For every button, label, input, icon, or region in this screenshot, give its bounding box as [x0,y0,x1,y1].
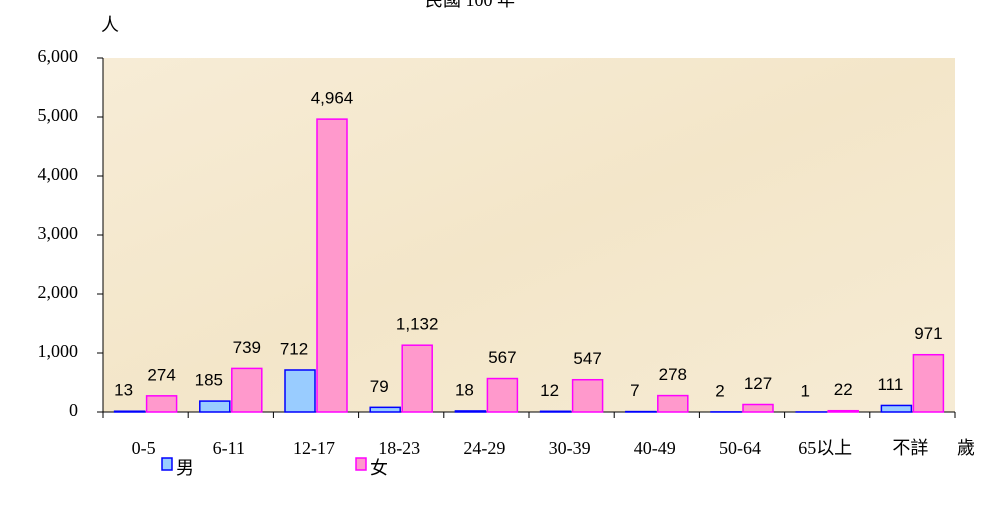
bar [145,395,178,413]
bar [657,394,689,413]
legend-label: 女 [370,458,388,478]
bar [454,410,487,413]
chart-title: 民國 100 年 [425,0,515,10]
bar [113,410,146,413]
bar [880,404,913,413]
data-label: 185 [195,371,223,390]
legend-swatch [161,457,173,471]
data-label: 79 [370,377,389,396]
bar [571,378,604,413]
bar [316,118,348,413]
y-tick-label: 0 [69,400,78,420]
data-label: 739 [233,338,261,357]
x-tick-label: 30-39 [549,438,591,458]
data-label: 4,964 [311,89,354,108]
x-tick-label: 40-49 [634,438,676,458]
bar [912,353,945,413]
data-label: 1 [800,381,809,400]
x-tick-label: 6-11 [213,438,245,458]
bar [401,344,433,413]
bar [742,403,774,413]
data-label: 567 [488,348,516,367]
data-label: 18 [455,380,474,399]
data-label: 712 [280,339,308,358]
legend-label: 男 [176,458,194,478]
x-axis-label: 歲 [957,438,975,458]
data-label: 7 [630,381,639,400]
bar [199,400,231,413]
y-axis-label: 人 [101,15,119,35]
data-label: 127 [744,374,772,393]
data-label: 1,132 [396,315,439,334]
x-tick-label: 65以上 [798,438,852,458]
bar [231,367,263,413]
data-label: 12 [540,381,559,400]
plot-area [103,58,955,412]
legend-swatch [355,457,367,471]
data-label: 111 [877,375,903,394]
y-tick-label: 2,000 [38,282,79,302]
x-tick-label: 不詳 [892,438,928,458]
data-label: 13 [114,381,133,400]
x-tick-label: 24-29 [463,438,505,458]
bar [369,406,401,413]
data-label: 2 [715,381,724,400]
data-label: 22 [834,380,853,399]
y-tick-label: 6,000 [38,46,79,66]
x-tick-label: 0-5 [132,438,156,458]
bar [486,377,519,413]
y-tick-label: 1,000 [38,341,79,361]
data-label: 547 [573,349,601,368]
x-tick-label: 18-23 [378,438,420,458]
bar [284,369,316,413]
y-tick-label: 5,000 [38,105,79,125]
bar [827,409,859,413]
y-tick-label: 4,000 [38,164,79,184]
data-label: 278 [659,365,687,384]
y-tick-label: 3,000 [38,223,79,243]
data-label: 274 [147,365,175,384]
bar [539,410,572,413]
x-tick-label: 50-64 [719,438,761,458]
data-label: 971 [914,324,942,343]
x-tick-label: 12-17 [293,438,335,458]
